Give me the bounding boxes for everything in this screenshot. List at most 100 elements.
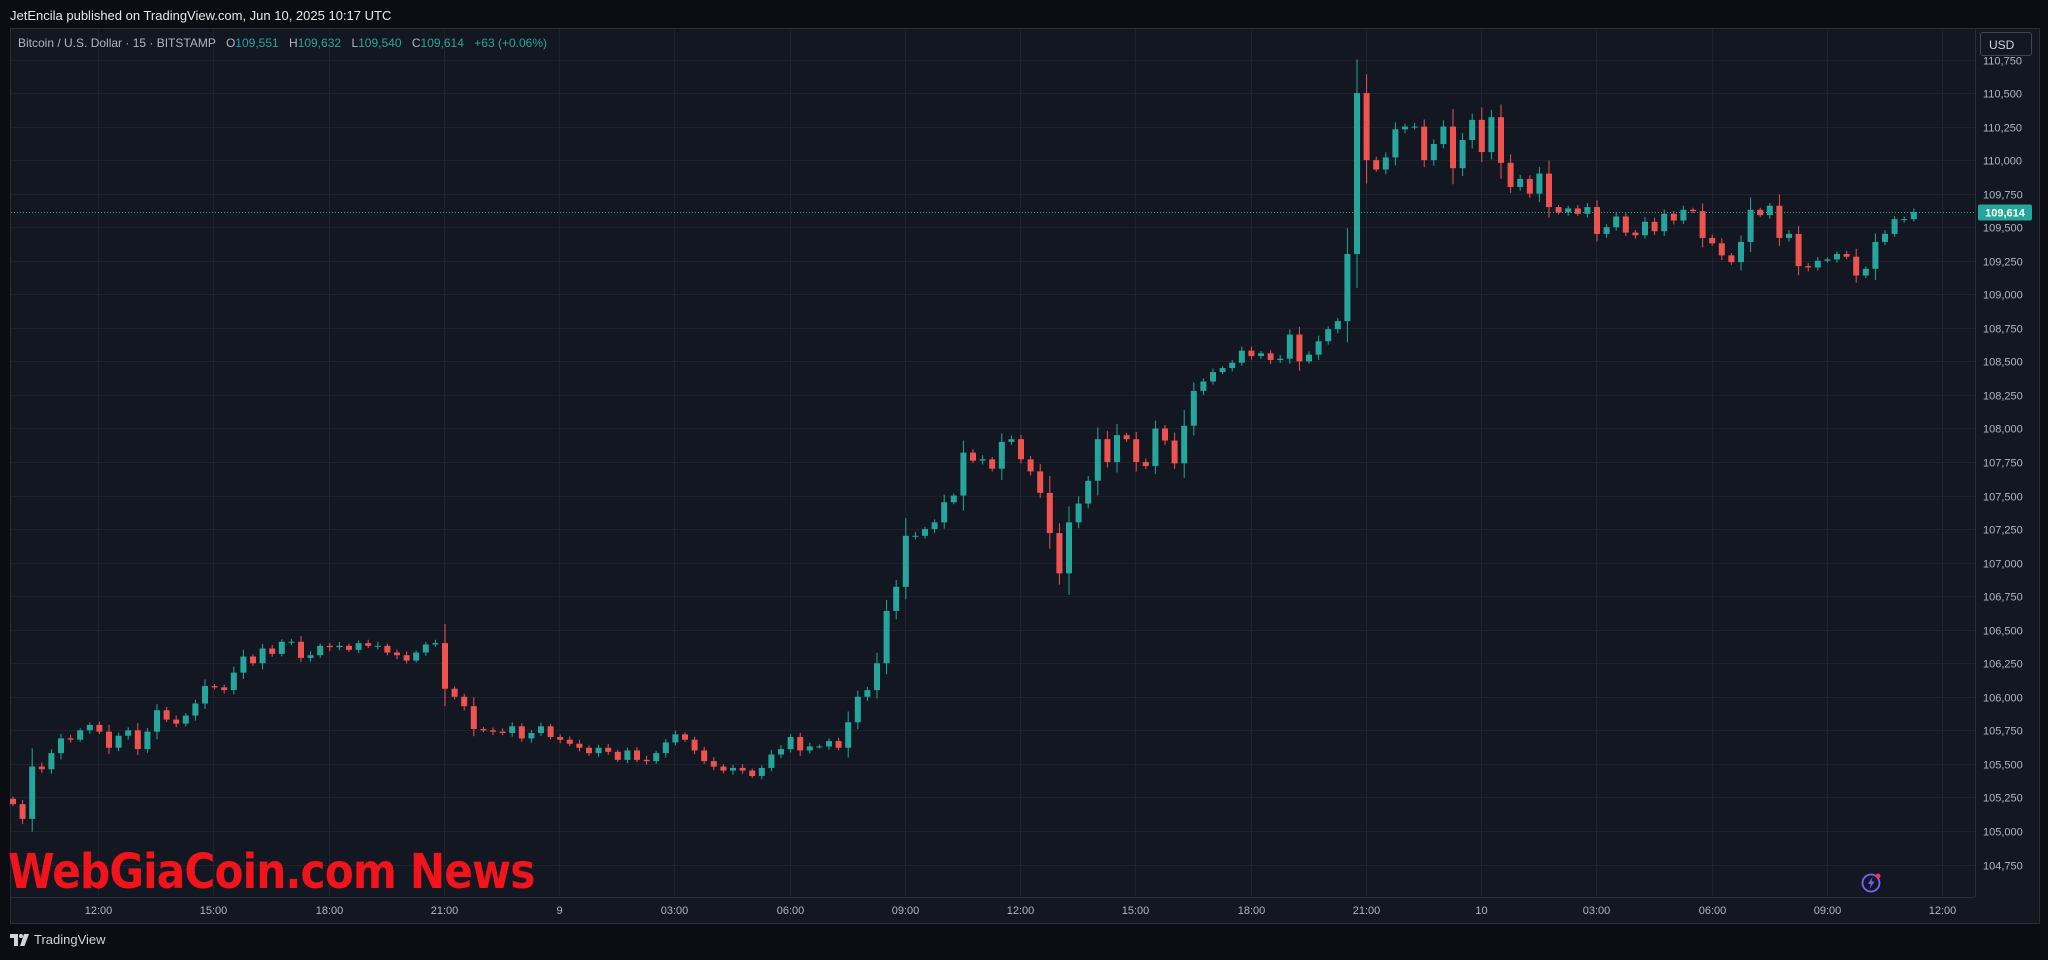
candle-body — [422, 644, 429, 653]
candle-body — [1853, 256, 1860, 276]
candle — [499, 728, 506, 736]
candle — [1488, 109, 1495, 160]
candle-body — [1162, 428, 1168, 441]
candle-body — [528, 733, 535, 739]
candle-body — [1325, 329, 1332, 342]
x-tick-label: 03:00 — [661, 905, 689, 917]
candle-body — [662, 742, 669, 754]
footer: TradingView — [10, 932, 106, 947]
candle — [1114, 423, 1120, 473]
candle — [1555, 205, 1562, 215]
candle-body — [202, 686, 208, 704]
candle-body — [38, 766, 45, 770]
candle-body — [192, 703, 199, 716]
candle-body — [691, 739, 698, 751]
candle-body — [1661, 213, 1668, 232]
candle — [1642, 217, 1648, 239]
x-tick-label: 15:00 — [1122, 905, 1150, 917]
candle — [1747, 197, 1754, 253]
candle — [960, 440, 967, 511]
candle-body — [1459, 140, 1466, 169]
y-tick-label: 108,250 — [1983, 391, 2023, 403]
candle — [720, 764, 727, 774]
candle-body — [1632, 232, 1639, 236]
candle — [1037, 463, 1044, 499]
candle-body — [230, 672, 237, 691]
candle-body — [1834, 254, 1840, 260]
candle — [826, 738, 832, 750]
candle — [211, 684, 218, 690]
candle-body — [1440, 126, 1447, 145]
candle — [989, 456, 996, 472]
candle-body — [86, 724, 93, 731]
candle — [394, 649, 400, 660]
lightning-bolt-icon[interactable] — [1860, 872, 1882, 894]
candle-body — [1430, 144, 1437, 161]
candle — [1430, 139, 1437, 166]
candle — [509, 722, 516, 737]
candle-body — [1315, 341, 1322, 355]
symbol-legend: Bitcoin / U.S. Dollar · 15 · BITSTAMP O1… — [18, 36, 547, 50]
candle-body — [490, 730, 496, 732]
candle — [1411, 122, 1418, 130]
candle — [1709, 234, 1716, 246]
tradingview-logo-icon[interactable] — [10, 933, 30, 946]
candle — [1238, 346, 1245, 366]
y-tick-label: 109,750 — [1983, 190, 2023, 202]
candle — [672, 730, 679, 746]
candle-body — [269, 648, 276, 654]
candle — [902, 517, 909, 600]
candle-body — [576, 743, 583, 748]
candle-body — [624, 750, 631, 760]
candle-body — [163, 710, 170, 720]
candle-body — [365, 643, 372, 646]
currency-selector[interactable]: USD — [1980, 32, 2032, 56]
candle — [1248, 346, 1255, 360]
footer-brand: TradingView — [34, 932, 106, 947]
candle — [1382, 152, 1389, 175]
candle-body — [1133, 439, 1140, 462]
candle — [163, 706, 170, 722]
candle-body — [931, 522, 938, 530]
candle-body — [1066, 522, 1072, 574]
candle — [806, 742, 813, 754]
candle — [1325, 326, 1332, 345]
candle — [1402, 123, 1408, 134]
candle — [1046, 475, 1053, 549]
watermark-text: WebGiaCoin.com News — [8, 844, 535, 900]
candle-body — [1344, 254, 1351, 322]
candle — [403, 651, 410, 664]
candle — [864, 687, 871, 701]
candle — [749, 768, 756, 778]
candle — [1824, 257, 1831, 263]
y-tick-label: 110,500 — [1983, 89, 2022, 101]
candle — [662, 739, 669, 758]
candle-body — [154, 710, 160, 732]
candle — [1450, 109, 1456, 185]
candle — [1162, 425, 1168, 445]
candle-body — [730, 767, 736, 771]
candle — [1133, 432, 1140, 472]
candle-body — [1238, 350, 1245, 363]
candle — [1498, 104, 1504, 179]
x-tick-label: 18:00 — [316, 905, 344, 917]
candle — [1661, 209, 1668, 237]
candle-body — [1498, 117, 1504, 163]
candle-body — [1334, 321, 1341, 330]
candle — [317, 643, 324, 658]
candle-body — [1478, 119, 1485, 153]
candle-body — [614, 751, 621, 760]
candle — [1440, 120, 1447, 149]
y-tick-label: 110,000 — [1983, 156, 2022, 168]
candle-body — [538, 726, 544, 734]
y-tick-label: 107,750 — [1983, 458, 2023, 470]
candle-body — [413, 652, 420, 661]
candle-body — [384, 645, 391, 653]
candle-body — [19, 804, 26, 819]
candle — [1901, 216, 1908, 223]
candle-body — [1037, 471, 1044, 493]
candle-body — [845, 722, 852, 748]
low-label: L — [351, 36, 359, 50]
candle — [1526, 175, 1533, 198]
